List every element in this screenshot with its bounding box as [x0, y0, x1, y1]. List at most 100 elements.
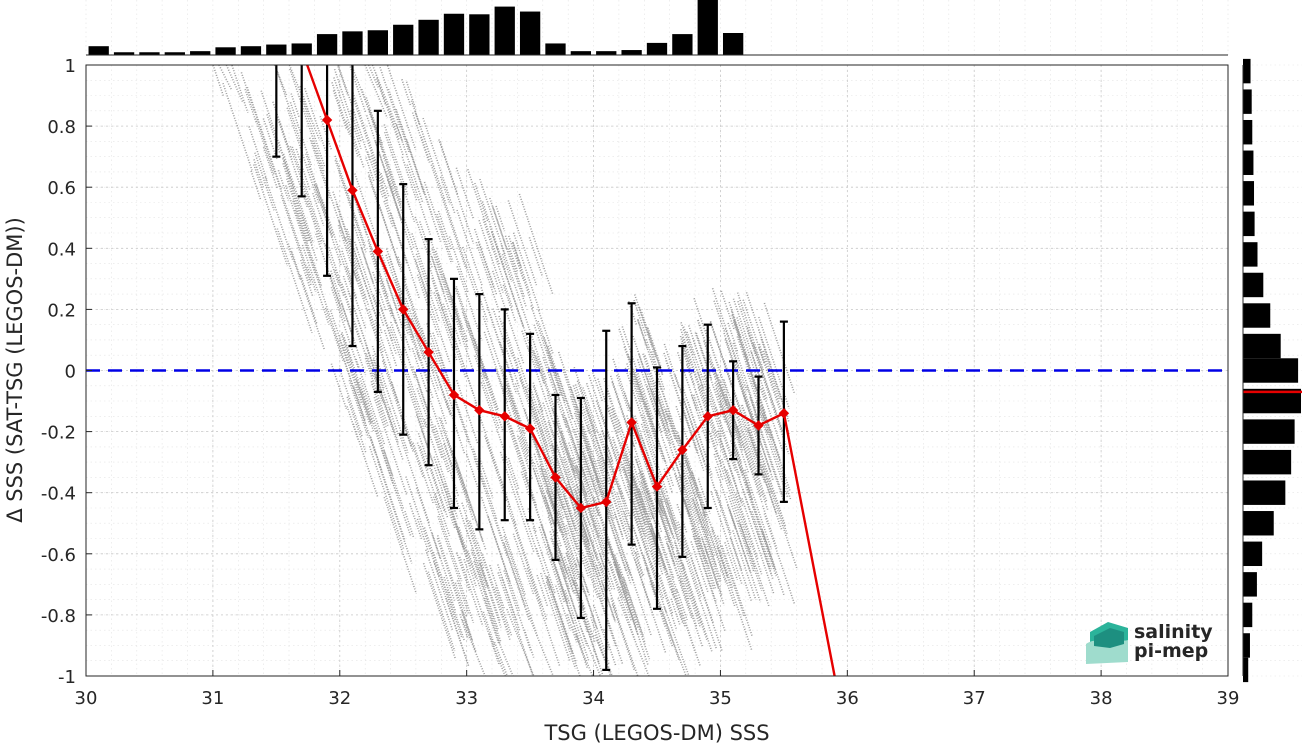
mean-marker — [601, 496, 612, 508]
right-histogram-bar — [1243, 657, 1249, 683]
scatter-streaks — [212, 64, 798, 677]
mean-marker — [677, 444, 688, 456]
right-histogram-bar — [1243, 58, 1251, 84]
top-histogram-bar — [316, 34, 338, 55]
y-tick-label: -0.8 — [41, 606, 76, 627]
x-tick-label: 35 — [709, 688, 732, 709]
top-histogram-bar — [494, 6, 515, 56]
mean-marker — [398, 304, 409, 315]
x-tick-label: 36 — [836, 688, 859, 709]
right-histogram-bar — [1243, 303, 1271, 328]
right-histogram-bar — [1243, 541, 1263, 567]
y-tick-label: 0.2 — [47, 300, 76, 321]
top-histogram-bar — [88, 46, 109, 55]
mean-marker — [651, 481, 663, 492]
top-histogram-bar — [113, 52, 135, 55]
x-tick-label: 34 — [582, 688, 605, 709]
top-histogram-bar — [240, 46, 262, 55]
right-histogram — [1242, 58, 1302, 683]
main-plot: 30 31 32 33 34 35 36 37 38 39 -1 -0.8 -0.6 -0.4 -0.2 0… — [3, 56, 1239, 745]
top-histogram-bars — [88, 0, 744, 56]
mean-marker — [778, 408, 790, 419]
binned-mean-markers — [321, 114, 790, 514]
top-histogram-bar — [621, 50, 642, 55]
right-histogram-bar — [1243, 633, 1250, 658]
mean-marker — [753, 420, 764, 431]
right-histogram-bar — [1243, 211, 1255, 237]
right-histogram-bar — [1243, 449, 1292, 475]
y-tick-label: 1 — [65, 56, 76, 77]
top-histogram-bar — [570, 51, 592, 55]
salinity-pi-mep-logo: salinity pi-mep — [1086, 621, 1213, 664]
mean-marker — [347, 185, 358, 196]
right-histogram-bar — [1243, 89, 1252, 114]
logo-line2: pi-mep — [1134, 640, 1208, 662]
y-tick-label: 0.8 — [47, 117, 76, 138]
top-histogram-bar — [697, 0, 718, 55]
right-histogram-bar — [1243, 181, 1255, 206]
right-histogram-bar — [1243, 511, 1274, 536]
top-histogram-bar — [291, 43, 312, 55]
y-tick-label: -1 — [58, 667, 76, 688]
x-tick-label: 33 — [455, 688, 478, 709]
mean-marker — [372, 246, 384, 257]
x-axis-label: TSG (LEGOS-DM) SSS — [543, 721, 769, 745]
scatter-cloud — [212, 64, 798, 677]
top-histogram-bar — [519, 11, 541, 56]
mean-marker — [702, 411, 713, 422]
right-histogram-bar — [1243, 119, 1253, 145]
y-tick-label: 0.4 — [47, 239, 76, 260]
x-tick-label: 37 — [963, 688, 986, 709]
top-histogram — [85, 0, 1229, 56]
x-tick-label: 32 — [328, 688, 351, 709]
top-histogram-bar — [722, 33, 744, 55]
top-histogram-bar — [545, 43, 566, 55]
top-histogram-bar — [646, 42, 668, 55]
top-histogram-bar — [672, 34, 693, 55]
top-histogram-bar — [443, 13, 465, 55]
top-histogram-bar — [164, 52, 185, 55]
logo-line1: salinity — [1134, 621, 1213, 643]
top-histogram-bar — [342, 31, 363, 55]
x-tick-label: 38 — [1090, 688, 1113, 709]
right-histogram-bar — [1243, 150, 1254, 175]
top-histogram-bar — [215, 47, 236, 55]
mean-marker — [321, 114, 333, 126]
right-histogram-bar — [1243, 358, 1299, 383]
mean-marker — [626, 417, 637, 428]
right-histogram-bar — [1243, 272, 1264, 298]
top-histogram-bar — [190, 51, 211, 55]
mean-marker — [550, 472, 561, 483]
y-tick-label: -0.2 — [41, 423, 76, 444]
right-histogram-bar — [1243, 242, 1258, 267]
right-histogram-bar — [1243, 480, 1286, 505]
mean-marker — [448, 389, 460, 401]
logo-wave-icon — [1086, 622, 1128, 664]
y-tick-label: -0.6 — [41, 545, 76, 566]
y-axis-ticks: -1 -0.8 -0.6 -0.4 -0.2 0 0.2 0.4 0.6 0.8 1 — [41, 56, 92, 688]
top-histogram-bar — [469, 14, 490, 56]
y-tick-label: 0.6 — [47, 178, 76, 199]
top-histogram-bar — [367, 30, 388, 55]
y-axis-label: Δ SSS (SAT-TSG (LEGOS-DM)) — [3, 217, 27, 523]
right-histogram-bar — [1243, 572, 1257, 597]
top-histogram-bar — [393, 24, 414, 55]
right-histogram-bar — [1243, 419, 1295, 444]
x-tick-label: 39 — [1217, 688, 1240, 709]
right-histogram-bar — [1243, 602, 1253, 628]
mean-marker — [575, 502, 587, 514]
x-tick-label: 31 — [201, 688, 224, 709]
mean-marker — [499, 411, 510, 422]
mean-marker — [474, 405, 485, 416]
top-histogram-bar — [139, 52, 160, 55]
top-histogram-bar — [596, 51, 617, 55]
right-histogram-bars — [1243, 58, 1301, 683]
top-histogram-bar — [266, 44, 287, 55]
y-tick-label: 0 — [65, 362, 76, 383]
right-histogram-bar — [1243, 333, 1281, 359]
y-tick-label: -0.4 — [41, 484, 76, 505]
mean-marker — [423, 346, 434, 358]
mean-marker — [727, 405, 739, 416]
top-histogram-bar — [418, 19, 439, 55]
